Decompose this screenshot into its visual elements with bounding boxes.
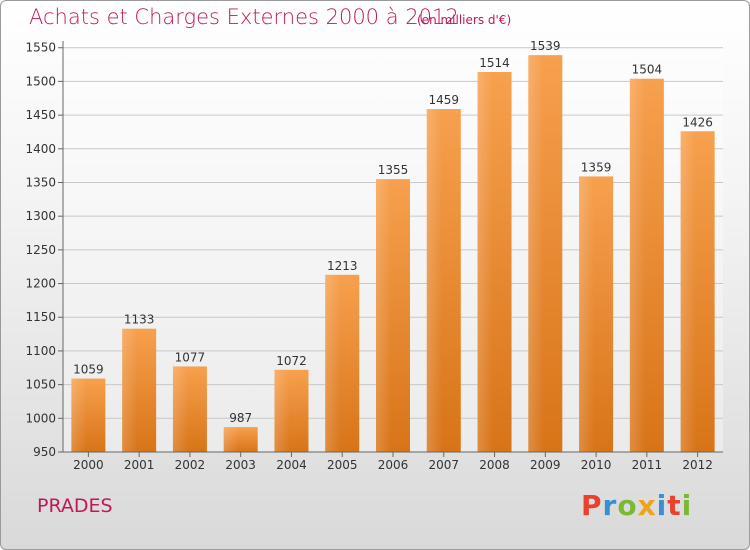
x-tick-label: 2008 [479, 458, 510, 472]
bar-highlight [172, 366, 189, 452]
bar-highlight [477, 71, 493, 453]
logo-letter: i [656, 489, 668, 522]
bar-value-label: 987 [229, 411, 252, 425]
bar-highlight [426, 109, 443, 453]
x-tick-label: 2003 [225, 458, 256, 472]
bar-highlight [122, 328, 138, 452]
x-tick-label: 2007 [428, 458, 459, 472]
y-tick-label: 1550 [25, 41, 56, 55]
x-tick-label: 2010 [581, 458, 612, 472]
x-tick-label: 2005 [327, 458, 358, 472]
bar-value-label: 1133 [124, 313, 155, 327]
bar-value-label: 1426 [682, 115, 713, 129]
bar-value-label: 1504 [632, 63, 663, 77]
bar-highlight [376, 179, 392, 452]
y-tick-label: 1400 [25, 142, 56, 156]
bar-highlight [629, 78, 646, 453]
x-tick-label: 2011 [632, 458, 663, 472]
x-tick-label: 2012 [682, 458, 713, 472]
y-tick-label: 1300 [25, 209, 56, 223]
chart-title: Achats et Charges Externes 2000 à 2012 [29, 5, 459, 29]
proxiti-logo: Proxiti [581, 489, 692, 522]
bar-value-label: 1059 [73, 363, 104, 377]
y-tick-label: 1000 [25, 411, 56, 425]
y-tick-label: 1350 [25, 175, 56, 189]
bar-value-label: 1459 [428, 93, 459, 107]
y-tick-label: 1100 [25, 344, 56, 358]
bar-value-label: 1355 [378, 163, 409, 177]
y-tick-label: 1250 [25, 243, 56, 257]
bar-value-label: 1539 [530, 39, 561, 53]
x-tick-label: 2002 [175, 458, 206, 472]
x-tick-label: 2009 [530, 458, 561, 472]
x-tick-label: 2006 [378, 458, 409, 472]
logo-letter: t [667, 489, 682, 522]
logo-letter: i [681, 489, 693, 522]
logo-letter: x [637, 489, 657, 522]
logo-letter: o [617, 489, 638, 522]
y-tick-label: 1450 [25, 108, 56, 122]
place-name: PRADES [37, 495, 113, 517]
bar-highlight [274, 369, 290, 452]
y-tick-label: 1500 [25, 74, 56, 88]
x-tick-label: 2004 [276, 458, 307, 472]
bar-highlight [579, 176, 595, 453]
bar-highlight [71, 378, 87, 452]
bar-value-label: 1077 [175, 350, 206, 364]
logo-letter: r [602, 489, 618, 522]
bar-highlight [223, 427, 239, 452]
bar-value-label: 1072 [276, 354, 307, 368]
bar-highlight [325, 274, 341, 452]
x-tick-label: 2000 [73, 458, 104, 472]
x-tick-label: 2001 [124, 458, 155, 472]
bar-highlight [680, 131, 696, 452]
chart-subtitle: (en milliers d'€) [417, 13, 512, 27]
bar-highlight [528, 55, 544, 453]
y-tick-label: 950 [33, 445, 56, 459]
y-tick-label: 1200 [25, 277, 56, 291]
logo-letter: P [581, 489, 603, 522]
bar-value-label: 1359 [581, 160, 612, 174]
bar-value-label: 1514 [479, 56, 510, 70]
y-tick-label: 1050 [25, 378, 56, 392]
bar-value-label: 1213 [327, 259, 358, 273]
y-tick-label: 1150 [25, 310, 56, 324]
